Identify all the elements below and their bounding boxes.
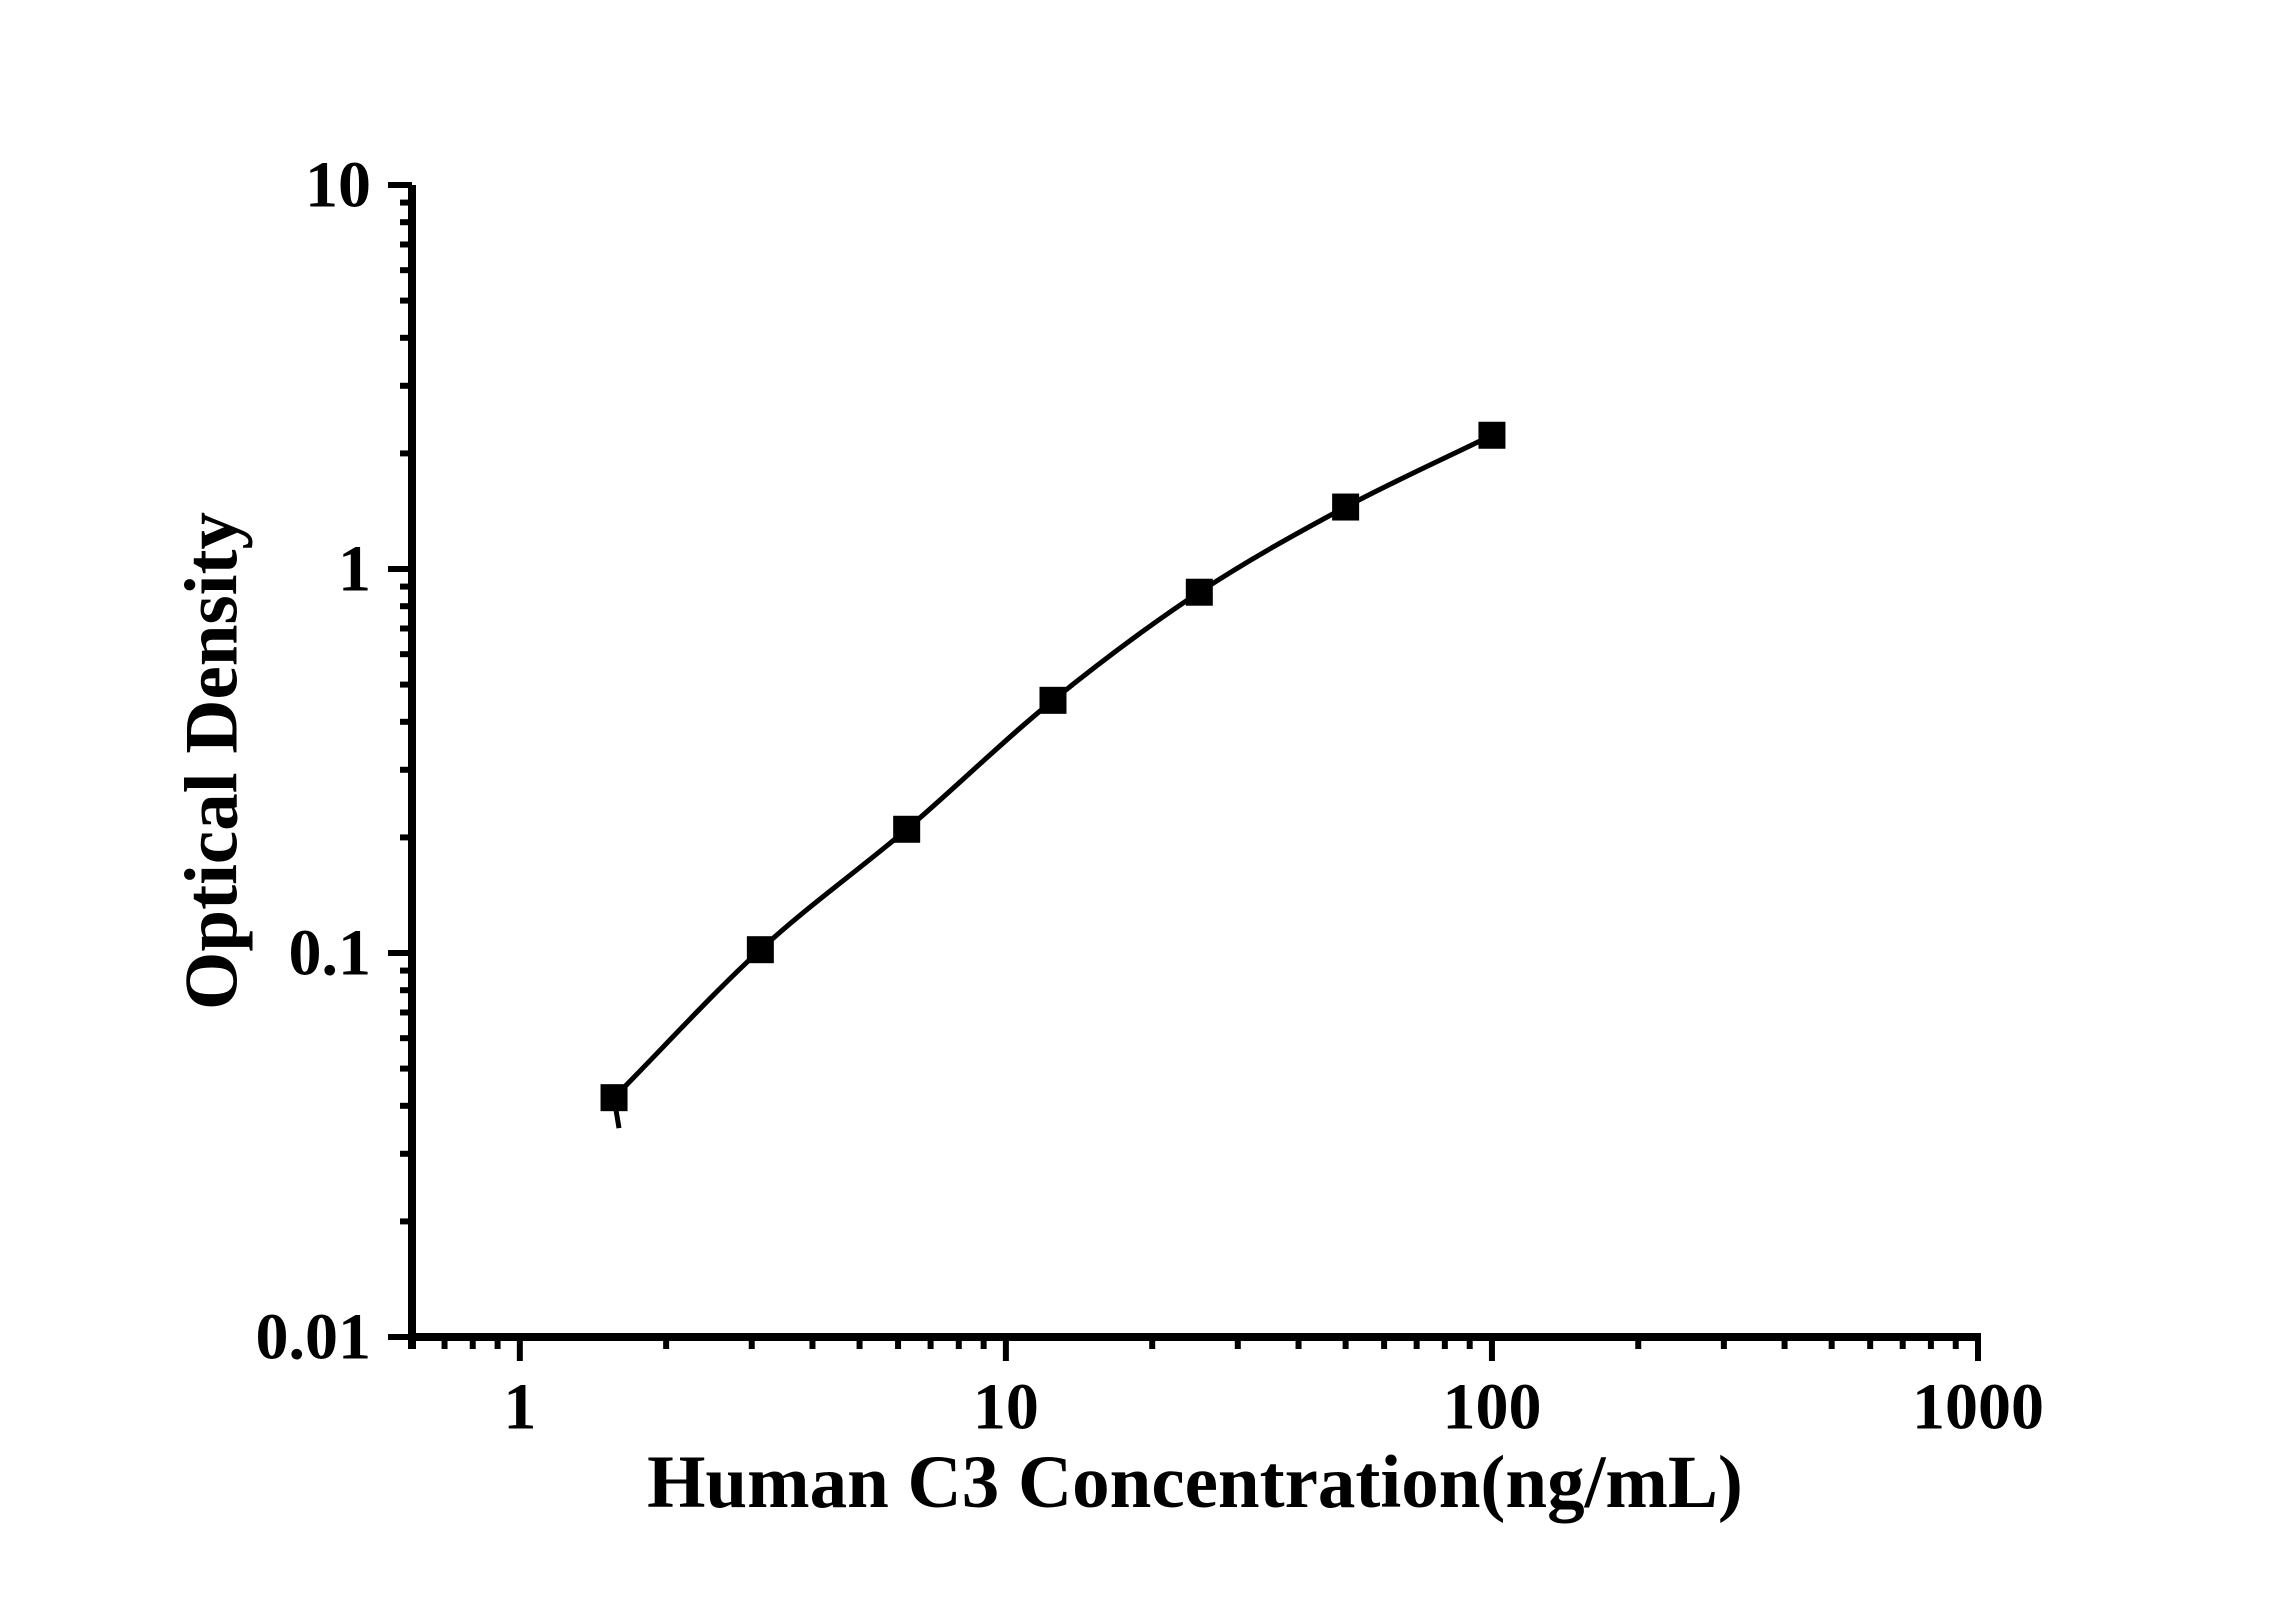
y-tick-label: 0.1 xyxy=(289,917,372,990)
data-point-marker xyxy=(893,815,921,843)
data-point-marker xyxy=(1185,578,1213,606)
x-tick-label: 10 xyxy=(973,1371,1039,1444)
data-point-marker xyxy=(1332,493,1360,521)
y-tick-label: 0.01 xyxy=(256,1301,372,1374)
y-tick-label: 1 xyxy=(338,533,371,606)
y-axis-title: Optical Density xyxy=(170,512,254,1010)
data-point-marker xyxy=(1478,421,1506,449)
x-tick-label: 100 xyxy=(1442,1371,1541,1444)
x-tick-label: 1000 xyxy=(1912,1371,2044,1444)
x-tick-label: 1 xyxy=(503,1371,536,1444)
standard-curve-line xyxy=(611,433,1494,1129)
y-tick-label: 10 xyxy=(305,149,371,222)
x-axis-title: Human C3 Concentration(ng/mL) xyxy=(647,1441,1743,1524)
data-point-marker xyxy=(600,1084,628,1112)
data-point-marker xyxy=(1039,686,1067,714)
data-point-marker xyxy=(746,936,774,964)
